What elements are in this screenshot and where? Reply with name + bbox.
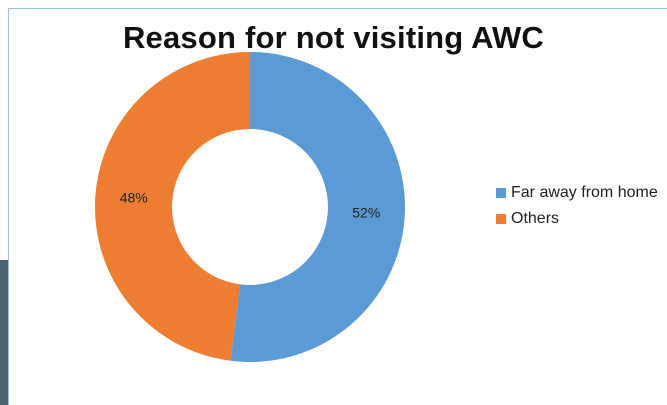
- slice-far-away: [230, 52, 405, 362]
- slice-others: [94, 52, 250, 361]
- legend-item-others: Others: [496, 206, 658, 232]
- legend-label-others: Others: [511, 210, 560, 227]
- legend-label-far-away: Far away from home: [511, 184, 658, 201]
- chart-legend: Far away from home Others: [496, 180, 658, 232]
- chart-title: Reason for not visiting AWC: [122, 20, 545, 55]
- legend-swatch-far-away: [496, 188, 506, 198]
- legend-item-far-away: Far away from home: [496, 180, 658, 206]
- data-label-others: 48%: [120, 190, 148, 206]
- chart-frame: [8, 8, 667, 405]
- legend-swatch-others: [496, 214, 506, 224]
- data-label-far-away: 52%: [352, 204, 380, 220]
- left-edge-strip: [0, 260, 8, 405]
